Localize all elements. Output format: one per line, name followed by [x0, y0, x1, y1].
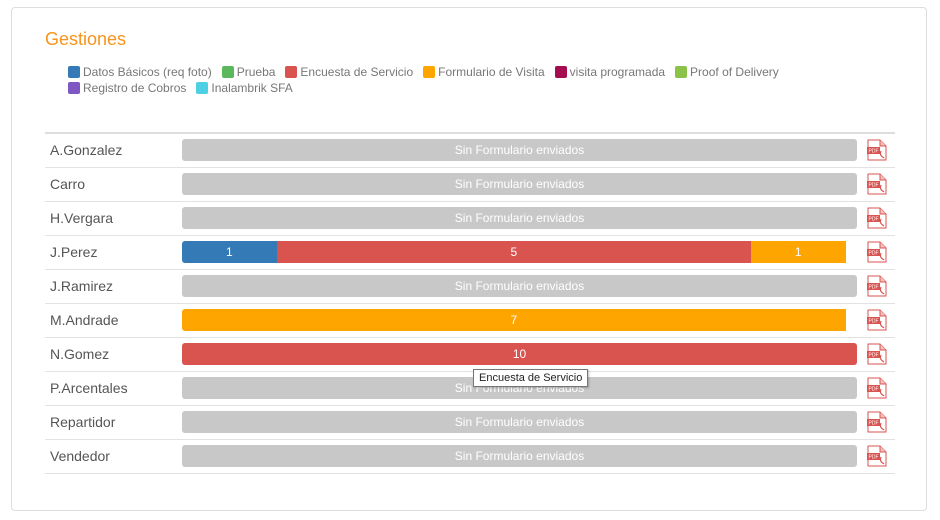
legend-label: Registro de Cobros — [83, 81, 187, 95]
pdf-icon[interactable]: PDF — [867, 241, 887, 263]
legend-label: visita programada — [569, 65, 666, 79]
pdf-icon[interactable]: PDF — [867, 275, 887, 297]
legend-label: Proof of Delivery — [690, 65, 779, 79]
table-row: Carro Sin Formulario enviados PDF — [45, 168, 895, 202]
table-row: N.Gomez 10 PDF — [45, 338, 895, 372]
bar-segment[interactable]: 1 — [750, 241, 846, 263]
legend-label: Datos Básicos (req foto) — [83, 65, 212, 79]
table-row: J.Ramirez Sin Formulario enviados PDF — [45, 270, 895, 304]
svg-text:PDF: PDF — [869, 353, 879, 359]
progress-bar[interactable]: Sin Formulario enviados — [182, 207, 857, 229]
empty-label: Sin Formulario enviados — [454, 415, 585, 429]
row-name: J.Ramirez — [50, 278, 114, 294]
pdf-icon[interactable]: PDF — [867, 377, 887, 399]
legend-swatch — [285, 66, 298, 78]
legend-swatch — [675, 66, 688, 78]
empty-label: Sin Formulario enviados — [454, 279, 585, 293]
empty-label: Sin Formulario enviados — [454, 143, 585, 157]
pdf-icon[interactable]: PDF — [867, 173, 887, 195]
user-rows: A.Gonzalez Sin Formulario enviados PDF Carr… — [45, 132, 895, 474]
pdf-icon[interactable]: PDF — [867, 139, 887, 161]
legend-label: Prueba — [236, 65, 276, 79]
svg-text:PDF: PDF — [869, 251, 879, 257]
legend-label: Inalambrik SFA — [211, 81, 293, 95]
legend-swatch — [221, 66, 234, 78]
legend-swatch — [423, 66, 436, 78]
tooltip: Encuesta de Servicio — [473, 369, 589, 387]
row-name: Vendedor — [50, 448, 110, 464]
pdf-icon[interactable]: PDF — [867, 445, 887, 467]
progress-bar[interactable]: Sin Formulario enviados — [182, 139, 857, 161]
row-name: J.Perez — [50, 244, 98, 260]
progress-bar[interactable]: 10 — [182, 343, 857, 365]
svg-text:PDF: PDF — [869, 319, 879, 325]
svg-text:PDF: PDF — [869, 183, 879, 189]
legend-swatch — [196, 82, 209, 94]
row-name: H.Vergara — [50, 210, 114, 226]
legend-item[interactable]: Formulario de Visita — [423, 64, 545, 80]
row-name: M.Andrade — [50, 312, 119, 328]
legend-swatch — [554, 66, 567, 78]
progress-bar[interactable]: Sin Formulario enviados — [182, 275, 857, 297]
pdf-icon[interactable]: PDF — [867, 343, 887, 365]
table-row: H.Vergara Sin Formulario enviados PDF — [45, 202, 895, 236]
progress-bar[interactable]: Sin Formulario enviados — [182, 173, 857, 195]
table-row: Repartidor Sin Formulario enviados PDF — [45, 406, 895, 440]
row-name: P.Arcentales — [50, 380, 128, 396]
table-row: J.Perez 1 5 1 PDF — [45, 236, 895, 270]
row-name: A.Gonzalez — [50, 142, 123, 158]
progress-bar[interactable]: Sin Formulario enviados — [182, 411, 857, 433]
progress-bar[interactable]: Sin Formulario enviados — [182, 445, 857, 467]
svg-text:PDF: PDF — [869, 285, 879, 291]
legend-label: Formulario de Visita — [438, 65, 545, 79]
empty-label: Sin Formulario enviados — [454, 211, 585, 225]
pdf-icon[interactable]: PDF — [867, 309, 887, 331]
legend-label: Encuesta de Servicio — [300, 65, 414, 79]
empty-label: Sin Formulario enviados — [454, 449, 585, 463]
table-row: A.Gonzalez Sin Formulario enviados PDF — [45, 134, 895, 168]
svg-text:PDF: PDF — [869, 149, 879, 155]
legend-item[interactable]: Prueba — [221, 64, 276, 80]
bar-segment[interactable]: 1 — [182, 241, 277, 263]
legend-swatch — [68, 66, 80, 78]
svg-text:PDF: PDF — [869, 455, 879, 461]
row-name: N.Gomez — [50, 346, 110, 362]
panel-title: Gestiones — [45, 29, 127, 49]
legend-item[interactable]: Inalambrik SFA — [196, 80, 293, 96]
row-name: Carro — [50, 176, 86, 192]
legend-item[interactable]: Proof of Delivery — [675, 64, 779, 80]
bar-segment[interactable]: 5 — [276, 241, 751, 263]
progress-bar[interactable]: 7 — [182, 309, 857, 331]
pdf-icon[interactable]: PDF — [867, 207, 887, 229]
table-row: P.Arcentales Sin Formulario enviados PDF — [45, 372, 895, 406]
legend-swatch — [68, 82, 80, 94]
legend-item[interactable]: Encuesta de Servicio — [285, 64, 413, 80]
svg-text:PDF: PDF — [869, 387, 879, 393]
legend-item[interactable]: visita programada — [554, 64, 666, 80]
legend: Datos Básicos (req foto) Prueba Encuesta d… — [68, 64, 868, 96]
bar-segment[interactable]: 10 — [182, 343, 857, 365]
legend-item[interactable]: Registro de Cobros — [68, 80, 186, 96]
row-name: Repartidor — [50, 414, 116, 430]
empty-label: Sin Formulario enviados — [454, 177, 585, 191]
svg-text:PDF: PDF — [869, 421, 879, 427]
bar-segment[interactable]: 7 — [182, 309, 846, 331]
gestiones-panel: Gestiones Datos Básicos (req foto) Prueba… — [11, 7, 927, 511]
table-row: Vendedor Sin Formulario enviados PDF — [45, 440, 895, 474]
svg-text:PDF: PDF — [869, 217, 879, 223]
table-row: M.Andrade 7 PDF — [45, 304, 895, 338]
pdf-icon[interactable]: PDF — [867, 411, 887, 433]
legend-item[interactable]: Datos Básicos (req foto) — [68, 64, 212, 80]
